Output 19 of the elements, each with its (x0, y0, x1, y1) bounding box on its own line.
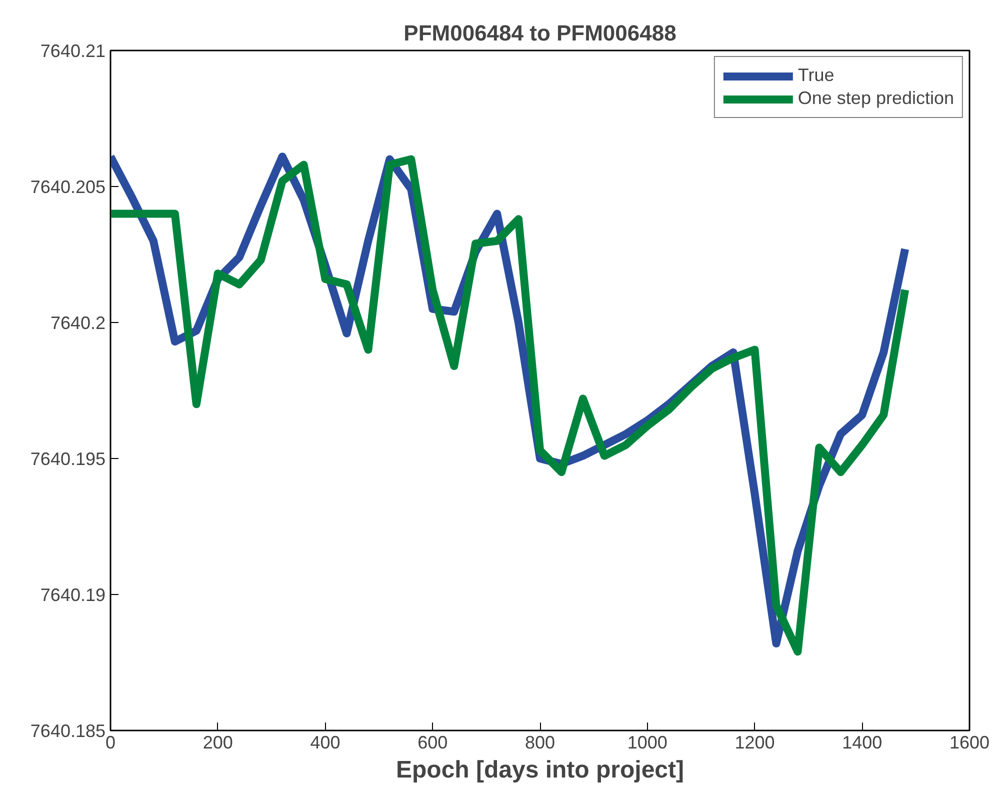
x-axis-title: Epoch [days into project] (396, 756, 684, 784)
x-tick-label: 1200 (734, 732, 775, 752)
y-tick-label: 7640.185 (30, 721, 106, 741)
legend-label: One step prediction (798, 88, 954, 109)
x-tick-label: 800 (524, 732, 556, 752)
x-tick-label: 0 (105, 732, 116, 752)
y-tick-label: 7640.21 (40, 41, 106, 61)
y-tick-label: 7640.19 (40, 585, 106, 605)
y-tick-label: 7640.195 (30, 449, 106, 469)
x-tick-label: 200 (202, 732, 233, 752)
x-tick-label: 600 (418, 732, 448, 752)
legend-label: True (798, 65, 834, 86)
y-tick-label: 7640.205 (30, 177, 106, 197)
x-tick-label: 1000 (627, 732, 668, 752)
x-tick-label: 1600 (949, 732, 990, 752)
y-tick-label: 7640.2 (50, 313, 106, 333)
x-tick-label: 400 (310, 732, 340, 752)
chart-title: PFM006484 to PFM006488 (404, 20, 676, 46)
x-tick-label: 1400 (842, 732, 882, 752)
